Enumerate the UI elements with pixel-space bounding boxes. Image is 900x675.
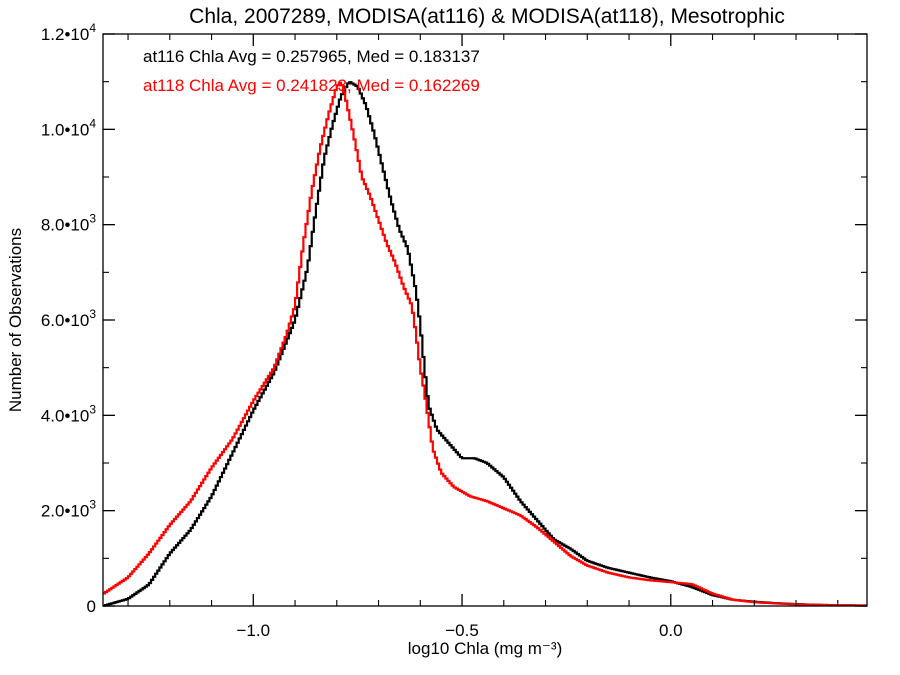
series-layer bbox=[103, 81, 867, 607]
y-tick-label: 1.2•104 bbox=[41, 21, 97, 44]
y-tick-label: 8.0•103 bbox=[41, 212, 97, 235]
y-tick-label: 4.0•103 bbox=[41, 402, 97, 425]
y-tick-label: 2.0•103 bbox=[41, 498, 97, 521]
x-tick-label: −0.5 bbox=[445, 621, 479, 640]
annotation-at118: at118 Chla Avg = 0.241823, Med = 0.16226… bbox=[143, 76, 480, 95]
y-tick-label: 1.0•104 bbox=[41, 116, 97, 139]
x-axis-label: log10 Chla (mg m⁻³) bbox=[408, 639, 562, 658]
y-axis-label: Number of Observations bbox=[6, 228, 25, 412]
y-tick-label: 6.0•103 bbox=[41, 307, 97, 330]
plot-frame bbox=[102, 33, 868, 607]
series-line-1 bbox=[103, 81, 867, 607]
y-axis: 0 2.0•103 4.0•103 6.0•103 8.0•103 1.0•104 1.2•… bbox=[41, 21, 867, 616]
chart-title: Chla, 2007289, MODISA(at116) & MODISA(at… bbox=[189, 5, 785, 28]
series-line-0 bbox=[103, 81, 867, 607]
x-tick-label: −1.0 bbox=[237, 621, 271, 640]
x-tick-label: 0.0 bbox=[659, 621, 683, 640]
y-tick-label: 0 bbox=[87, 597, 96, 616]
x-axis: −1.0 −0.5 0.0 bbox=[127, 34, 839, 640]
annotation-at116: at116 Chla Avg = 0.257965, Med = 0.18313… bbox=[143, 47, 480, 66]
